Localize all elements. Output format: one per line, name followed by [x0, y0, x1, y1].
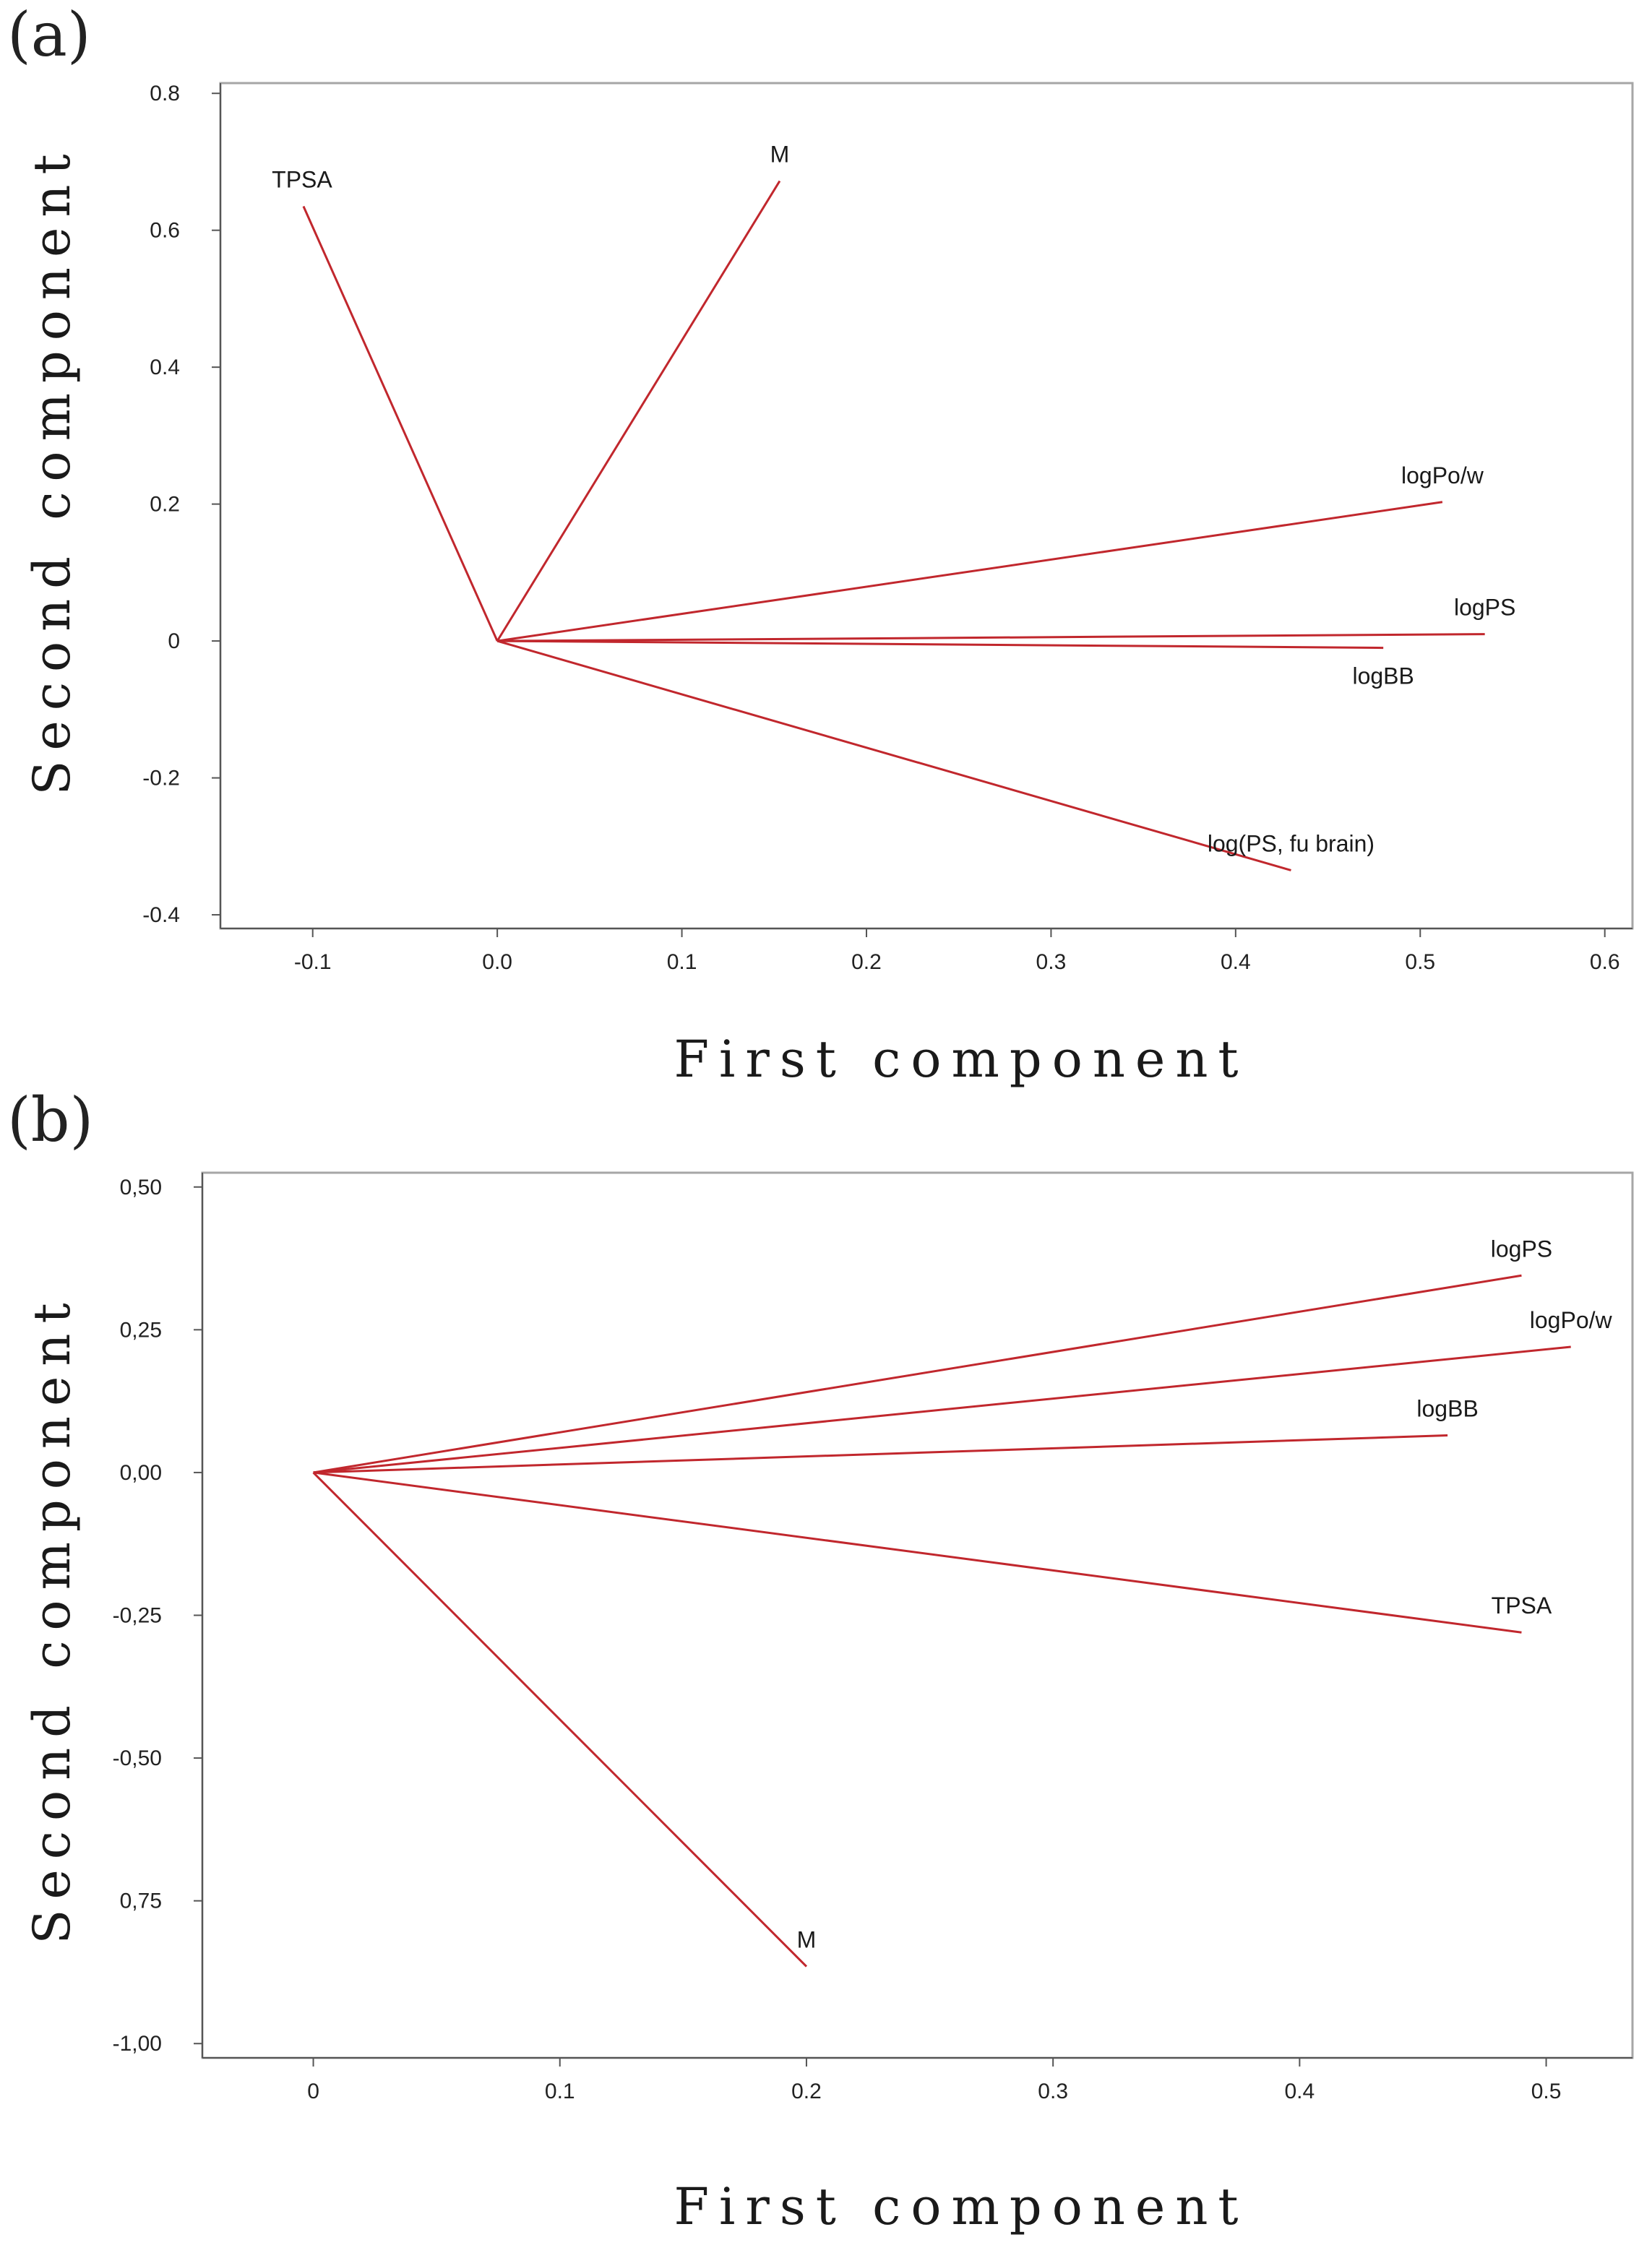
vector-label: logBB — [1416, 1396, 1478, 1422]
x-tick-label: 0.5 — [1531, 2080, 1562, 2103]
y-tick-label: -0,25 — [113, 1604, 162, 1628]
panel-b: 0 0.1 0.2 0.3 0.4 0.5 -1,00 0,75 -0,50 -0,25 0,00… — [22, 1171, 1634, 2236]
loading-vector-m — [496, 180, 781, 642]
panel-a-label: (a) — [7, 0, 91, 70]
x-tick-label: 0.4 — [1285, 2080, 1315, 2103]
panel-a-x-axis-title: First component — [674, 1030, 1248, 1089]
loading-vector-tpsa — [313, 1471, 1522, 1634]
panel-a: -0.1 0.0 0.1 0.2 0.3 0.4 0.5 0.6 -0.4 -0.2 0 0.2 0.… — [22, 82, 1634, 1089]
panel-b-plot-frame — [201, 1171, 1634, 2059]
vector-label: logPo/w — [1401, 462, 1484, 488]
y-tick-label: -0.2 — [142, 767, 180, 790]
panel-b-x-axis-title: First component — [674, 2177, 1248, 2236]
y-tick-label: -0.4 — [142, 903, 180, 927]
y-tick-label: -0,50 — [113, 1746, 162, 1770]
x-tick-label: 0.5 — [1405, 950, 1435, 974]
x-tick-label: 0.3 — [1036, 950, 1067, 974]
y-tick-label: 0,75 — [120, 1889, 162, 1913]
vector-label: TPSA — [1492, 1593, 1552, 1619]
vector-label: M — [770, 141, 790, 167]
loading-vector-logps — [497, 633, 1485, 642]
loading-vector-logps — [313, 1274, 1522, 1474]
vector-label: logPo/w — [1530, 1307, 1613, 1333]
x-tick-label: 0.1 — [667, 950, 697, 974]
y-tick-label: 0.2 — [150, 493, 180, 517]
panel-a-y-ticks: -0.4 -0.2 0 0.2 0.4 0.6 0.8 — [142, 82, 220, 927]
y-tick-label: -1,00 — [113, 2032, 162, 2056]
vector-label: logBB — [1352, 663, 1414, 689]
x-tick-label: 0.2 — [791, 2080, 822, 2103]
x-tick-label: 0.2 — [851, 950, 882, 974]
x-tick-label: 0.4 — [1221, 950, 1251, 974]
vector-label: logPS — [1491, 1236, 1552, 1262]
y-tick-label: 0.8 — [150, 82, 180, 105]
vector-label: log(PS, fu brain) — [1208, 830, 1374, 856]
panel-b-label: (b) — [7, 1085, 94, 1155]
panel-b-x-ticks: 0 0.1 0.2 0.3 0.4 0.5 — [307, 2058, 1561, 2103]
loading-vector-logpo-w — [496, 501, 1443, 642]
panel-b-loading-vectors: logPS logPo/w logBB TPSA M — [312, 1236, 1613, 1968]
loading-vector-logbb — [497, 639, 1384, 650]
panel-b-y-axis-title: Second component — [22, 1293, 82, 1944]
y-tick-label: 0.4 — [150, 356, 180, 379]
vector-label: M — [797, 1927, 817, 1953]
x-tick-label: -0.1 — [294, 950, 332, 974]
loading-vector-logbb — [313, 1434, 1448, 1474]
y-tick-label: 0 — [168, 629, 180, 653]
x-tick-label: 0 — [307, 2080, 319, 2103]
loading-vector-log-ps-fu-brain- — [496, 639, 1291, 871]
panel-a-x-ticks: -0.1 0.0 0.1 0.2 0.3 0.4 0.5 0.6 — [294, 928, 1620, 974]
vector-label: logPS — [1454, 595, 1515, 621]
y-tick-label: 0,00 — [120, 1461, 162, 1485]
panel-b-y-ticks: -1,00 0,75 -0,50 -0,25 0,00 0,25 0,50 — [113, 1176, 202, 2056]
panel-a-y-axis-title: Second component — [22, 144, 82, 795]
loading-vector-m — [312, 1471, 808, 1968]
loading-vector-logpo-w — [313, 1345, 1571, 1474]
y-tick-label: 0.6 — [150, 219, 180, 243]
y-tick-label: 0,50 — [120, 1176, 162, 1199]
x-tick-label: 0.1 — [545, 2080, 575, 2103]
x-tick-label: 0.0 — [482, 950, 512, 974]
vector-label: TPSA — [272, 167, 332, 193]
loading-vector-tpsa — [302, 205, 499, 642]
y-tick-label: 0,25 — [120, 1318, 162, 1342]
x-tick-label: 0.6 — [1590, 950, 1620, 974]
x-tick-label: 0.3 — [1038, 2080, 1068, 2103]
